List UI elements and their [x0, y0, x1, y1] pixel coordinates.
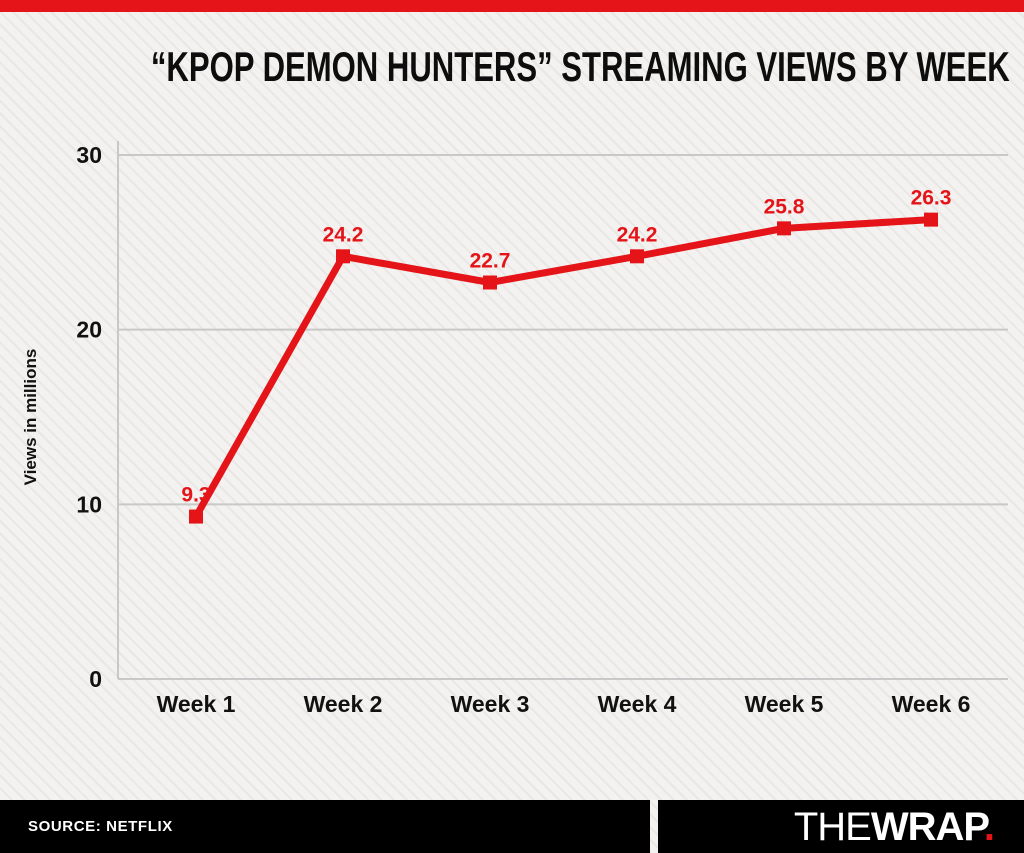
data-point-marker [336, 249, 350, 264]
x-axis-label: Week 1 [157, 691, 236, 717]
top-accent-bar [0, 0, 1024, 12]
footer-divider [650, 800, 658, 853]
x-axis-label: Week 3 [451, 691, 530, 717]
data-point-marker [924, 212, 938, 227]
data-point-label: 24.2 [617, 223, 658, 246]
x-axis-label: Week 6 [892, 691, 971, 717]
data-point-label: 25.8 [764, 195, 805, 218]
data-point-label: 9.3 [181, 484, 210, 507]
data-point-label: 24.2 [323, 223, 364, 246]
data-point-marker [189, 509, 203, 524]
chart-title-text: “KPOP DEMON HUNTERS” STREAMING VIEWS BY … [150, 43, 1010, 90]
y-tick-label: 20 [76, 317, 102, 343]
y-tick-label: 10 [76, 491, 102, 517]
data-point-marker [483, 275, 497, 290]
thewrap-logo: THEWRAP. [793, 804, 995, 849]
logo-section: THEWRAP. [658, 800, 1024, 853]
page-title: “KPOP DEMON HUNTERS” STREAMING VIEWS BY … [0, 46, 1024, 88]
data-point-marker [777, 221, 791, 236]
data-point-label: 26.3 [911, 187, 952, 210]
y-tick-label: 30 [76, 142, 102, 168]
y-tick-label: 0 [89, 666, 102, 692]
logo-wrap-text: WRAP [870, 804, 985, 849]
source-section: SOURCE: NETFLIX [0, 800, 650, 853]
y-axis-title: Views in millions [21, 349, 40, 486]
logo-the-text: THE [793, 804, 872, 849]
x-axis-label: Week 2 [304, 691, 383, 717]
x-axis-label: Week 4 [598, 691, 677, 717]
data-point-marker [630, 249, 644, 264]
logo-dot: . [983, 804, 995, 849]
x-axis-label: Week 5 [745, 691, 824, 717]
data-point-label: 22.7 [470, 250, 511, 273]
series-line [192, 216, 935, 521]
source-label: SOURCE: NETFLIX [28, 818, 173, 835]
footer: SOURCE: NETFLIX THEWRAP. [0, 800, 1024, 853]
